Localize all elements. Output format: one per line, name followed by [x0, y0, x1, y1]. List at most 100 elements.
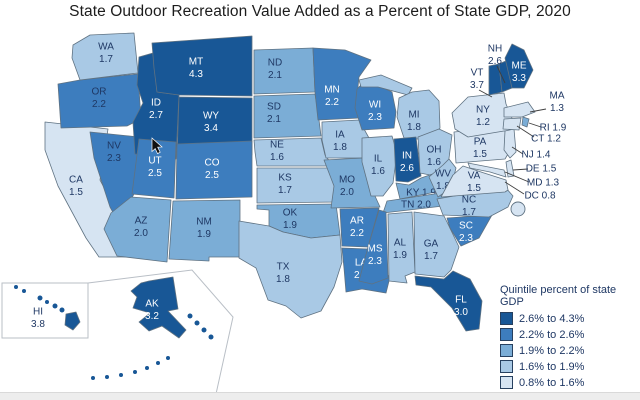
state-FL	[414, 270, 483, 332]
state-label-HI: HI	[33, 307, 43, 318]
state-value-AZ: 2.0	[134, 228, 148, 239]
state-label-TN: TN 2.0	[401, 200, 431, 211]
state-value-IL: 1.6	[371, 166, 385, 177]
state-HI-island	[52, 303, 58, 309]
state-label-NJ: NJ 1.4	[522, 150, 551, 161]
state-AL	[387, 211, 416, 284]
state-value-TX: 1.8	[276, 274, 290, 285]
state-value-OH: 1.6	[427, 157, 441, 168]
state-value-WI: 2.3	[368, 112, 382, 123]
state-VA	[440, 165, 509, 198]
state-MS	[358, 209, 389, 285]
state-value-CO: 2.5	[205, 170, 219, 181]
state-value-SD: 2.1	[267, 114, 281, 125]
state-UT	[131, 138, 177, 199]
state-value-MA: 1.3	[550, 103, 564, 114]
legend-label: 2.2% to 2.6%	[519, 328, 585, 341]
state-value-IN: 2.6	[400, 163, 414, 174]
state-AK-island	[166, 356, 170, 360]
state-MT	[151, 35, 253, 97]
state-label-CO: CO	[205, 158, 220, 169]
state-label-IA: IA	[335, 130, 345, 141]
legend-swatch-q2	[500, 328, 513, 342]
state-HI-island	[22, 289, 26, 293]
legend-swatch-q5	[500, 376, 513, 390]
state-value-NC: 1.7	[462, 207, 476, 218]
state-value-WY: 3.4	[204, 123, 218, 134]
state-label-AR: AR	[350, 216, 364, 227]
state-NM	[168, 199, 241, 262]
legend-swatch-q4	[500, 360, 513, 374]
hawaii-inset-box	[1, 282, 89, 339]
state-label-MO: MO	[339, 175, 355, 186]
state-label-OR: OR	[92, 87, 107, 98]
state-value-WA: 1.7	[99, 54, 113, 65]
state-label-TX: TX	[277, 262, 290, 273]
state-CO	[175, 140, 253, 200]
state-label-MA: MA	[550, 91, 565, 102]
state-label-MN: MN	[324, 85, 340, 96]
state-IL	[361, 135, 398, 197]
leader-line-DC	[504, 181, 525, 195]
state-value-HI: 3.8	[31, 319, 45, 330]
state-SD	[253, 93, 322, 139]
state-AK-island	[91, 376, 95, 380]
state-AK	[130, 276, 187, 339]
mouse-cursor-icon	[151, 137, 163, 155]
state-value-NE: 1.6	[270, 152, 284, 163]
state-value-VA: 1.5	[467, 183, 481, 194]
state-value-WV: 1.8	[436, 181, 450, 192]
state-value-NV: 2.3	[107, 153, 121, 164]
state-AK-island	[208, 334, 214, 340]
state-value-PA: 1.5	[473, 149, 487, 160]
state-label-AK: AK	[145, 299, 159, 310]
state-AZ	[103, 196, 172, 263]
state-value-AR: 2.2	[350, 228, 364, 239]
state-label-SD: SD	[267, 102, 281, 113]
state-label-NY: NY	[476, 105, 490, 116]
state-label-WA: WA	[98, 42, 114, 53]
state-label-DC: DC 0.8	[524, 191, 556, 202]
state-label-FL: FL	[455, 295, 467, 306]
state-label-ND: ND	[268, 58, 282, 69]
legend-swatch-q1	[500, 312, 513, 326]
state-value-AK: 3.2	[145, 311, 159, 322]
state-label-GA: GA	[424, 239, 439, 250]
state-MD	[467, 162, 507, 178]
state-label-CA: CA	[69, 175, 83, 186]
state-label-NE: NE	[270, 140, 284, 151]
state-value-FL: 3.0	[454, 307, 468, 318]
state-label-SC: SC	[459, 221, 473, 232]
state-value-NH: 2.6	[488, 56, 502, 67]
state-label-IN: IN	[402, 151, 412, 162]
state-CT	[502, 117, 522, 131]
state-label-PA: PA	[474, 137, 487, 148]
state-value-SC: 2.3	[459, 233, 473, 244]
leader-line-NH	[496, 65, 506, 84]
leader-line-RI	[528, 122, 542, 128]
state-value-ME: 3.3	[512, 73, 526, 84]
alaska-inset-border	[87, 269, 234, 395]
state-HI-island	[45, 300, 49, 304]
state-label-WV: WV	[435, 169, 451, 180]
state-RI	[521, 116, 530, 128]
state-label-DE: DE 1.5	[526, 164, 557, 175]
state-label-NH: NH	[488, 44, 502, 55]
state-TX	[238, 220, 343, 319]
legend-label: 0.8% to 1.6%	[519, 376, 585, 389]
state-value-ID: 2.7	[149, 110, 163, 121]
legend-item: 2.6% to 4.3%	[500, 312, 640, 326]
state-IN	[393, 136, 422, 183]
state-label-KY: KY 1.9	[406, 188, 436, 199]
state-value-CA: 1.5	[69, 187, 83, 198]
window-edge	[0, 392, 640, 400]
legend: Quintile percent of state GDP 2.6% to 4.…	[500, 284, 640, 400]
state-label-AZ: AZ	[135, 216, 148, 227]
state-label-ID: ID	[151, 98, 161, 109]
state-label-NV: NV	[107, 141, 121, 152]
state-value-VT: 3.7	[470, 80, 484, 91]
state-label-WY: WY	[203, 111, 219, 122]
leader-line-DE	[512, 168, 529, 171]
state-label-NM: NM	[196, 217, 212, 228]
